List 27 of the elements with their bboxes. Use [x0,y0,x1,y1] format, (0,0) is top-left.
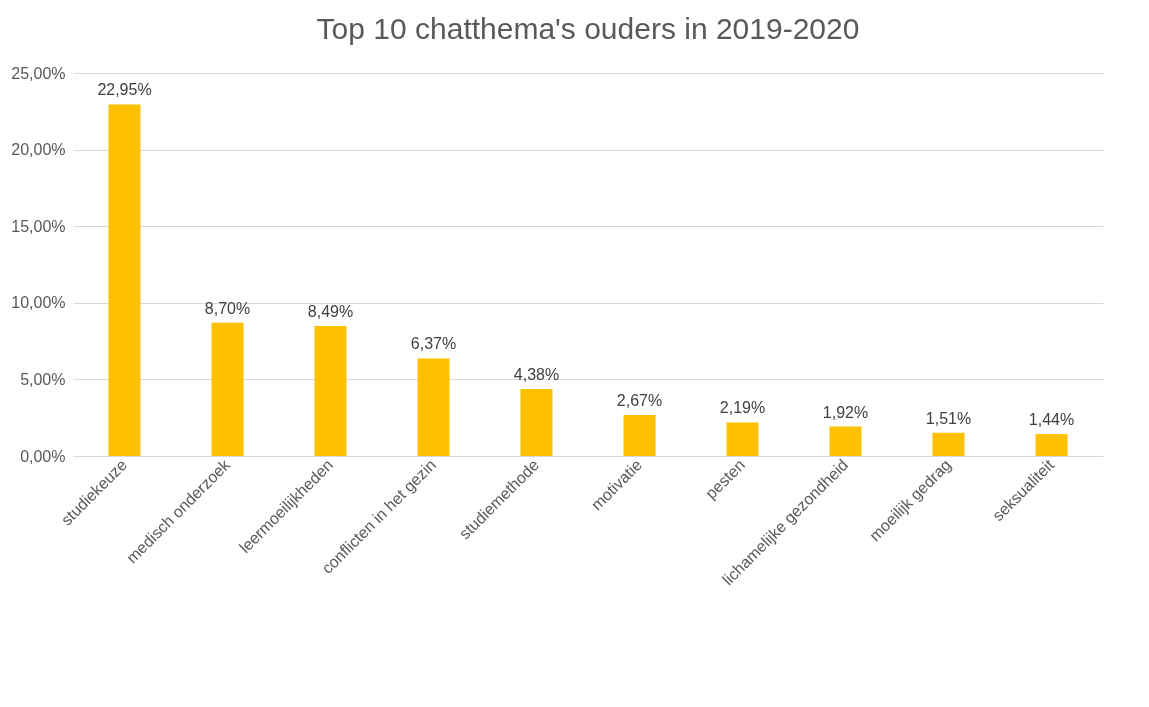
bar [108,104,141,456]
y-tick-label: 15,00% [11,217,66,235]
y-tick-label: 10,00% [11,294,66,312]
bar [314,325,347,456]
data-label: 1,51% [925,409,972,427]
y-tick-label: 5,00% [20,370,66,388]
y-tick-label: 25,00% [11,64,66,82]
data-label: 8,49% [307,302,354,320]
y-tick-label: 0,00% [20,447,66,465]
bar [932,432,965,456]
data-label: 4,38% [513,365,560,383]
bar [1035,433,1068,456]
data-label: 2,67% [616,392,663,410]
bar [520,388,553,456]
bar [623,415,656,456]
data-label: 1,92% [822,403,869,421]
bar [211,322,244,456]
data-label: 2,19% [719,399,766,417]
data-label: 8,70% [204,299,251,317]
data-label: 1,44% [1028,410,1075,428]
y-tick-label: 20,00% [11,141,66,159]
data-label: 6,37% [410,335,457,353]
bar [829,426,862,456]
bar [417,358,450,456]
data-label: 22,95% [97,81,152,99]
chart-title: Top 10 chatthema's ouders in 2019-2020 [316,12,860,45]
bar [726,422,759,456]
